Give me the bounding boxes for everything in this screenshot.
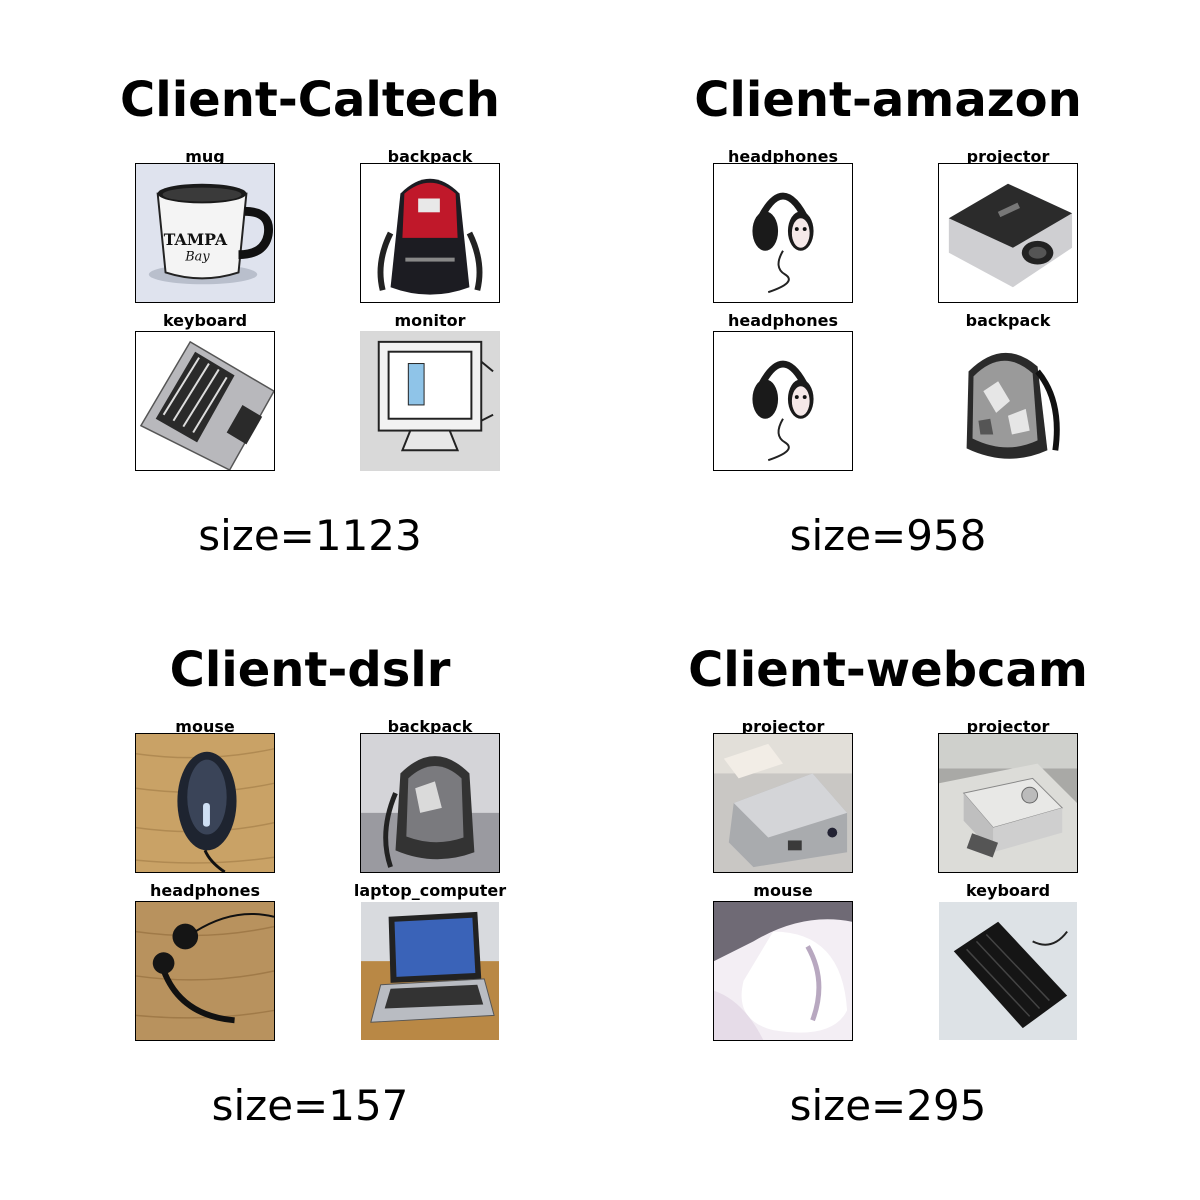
svg-text:TAMPA: TAMPA	[164, 230, 228, 249]
image-label: mug	[185, 147, 225, 166]
panel-caltech: Client-Caltech mug TAMPA Bay backpack ke…	[0, 0, 600, 600]
projector-photo	[938, 733, 1078, 873]
backpack-photo	[360, 733, 500, 873]
mug-photo: TAMPA Bay	[135, 163, 275, 303]
image-label: projector	[966, 717, 1050, 736]
monitor-photo	[360, 331, 500, 471]
mouse-photo	[713, 901, 853, 1041]
size-label: size=295	[789, 1081, 987, 1130]
panel-title: Client-amazon	[694, 72, 1082, 128]
headphones-photo	[135, 901, 275, 1041]
headphones-photo	[713, 331, 853, 471]
headphones-photo	[713, 163, 853, 303]
panel-title: Client-dslr	[169, 642, 451, 698]
projector-photo	[713, 733, 853, 873]
image-label: keyboard	[162, 311, 248, 330]
mouse-photo	[135, 733, 275, 873]
image-label: headphones	[149, 881, 261, 900]
image-label: monitor	[394, 311, 466, 330]
image-label: laptop_computer	[353, 881, 507, 900]
projector-photo	[938, 163, 1078, 303]
image-label: headphones	[727, 147, 839, 166]
keyboard-photo	[135, 331, 275, 471]
image-label: mouse	[753, 881, 813, 900]
laptop-photo	[360, 901, 500, 1041]
image-label: projector	[966, 147, 1050, 166]
keyboard-photo	[938, 901, 1078, 1041]
panel-dslr: Client-dslr mouse backpack headphones	[0, 570, 600, 1170]
image-label: backpack	[387, 147, 473, 166]
size-label: size=958	[789, 511, 987, 560]
image-label: headphones	[727, 311, 839, 330]
panel-webcam: Client-webcam projector projector mouse	[578, 570, 1178, 1170]
panel-amazon: Client-amazon headphones projector headp…	[578, 0, 1178, 600]
size-label: size=1123	[198, 511, 422, 560]
panel-title: Client-webcam	[688, 642, 1088, 698]
backpack-photo	[360, 163, 500, 303]
image-label: projector	[741, 717, 825, 736]
backpack-photo	[938, 331, 1078, 471]
svg-text:Bay: Bay	[184, 250, 210, 265]
image-label: backpack	[965, 311, 1051, 330]
size-label: size=157	[211, 1081, 409, 1130]
image-label: keyboard	[965, 881, 1051, 900]
image-label: mouse	[175, 717, 235, 736]
panel-title: Client-Caltech	[120, 72, 500, 128]
image-label: backpack	[387, 717, 473, 736]
